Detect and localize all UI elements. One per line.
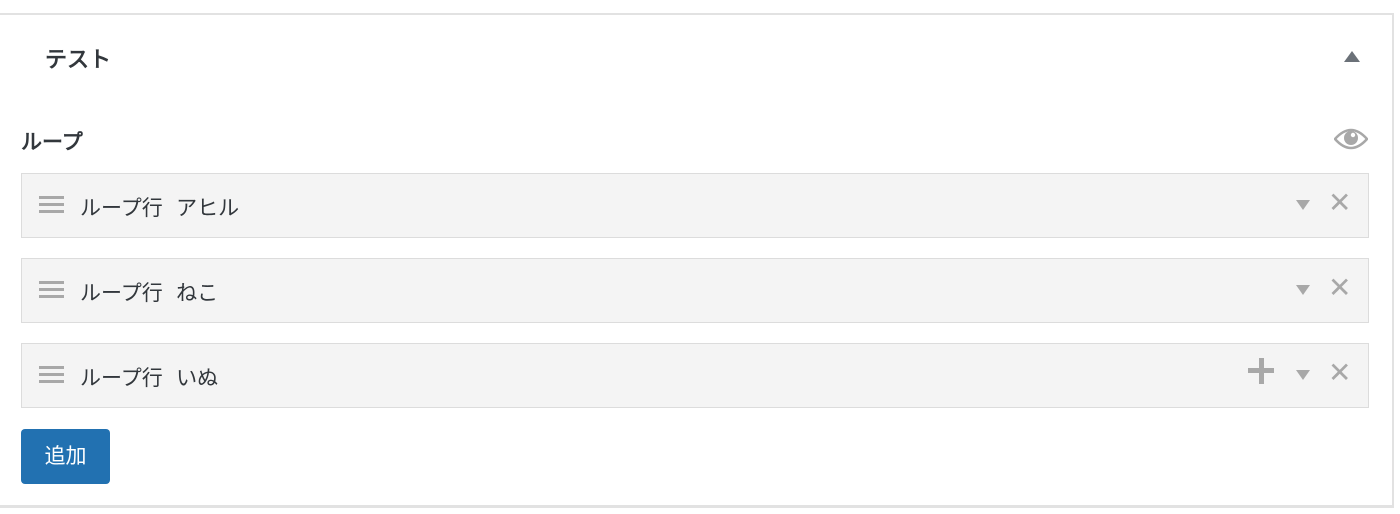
drag-handle-icon[interactable]	[39, 366, 64, 387]
remove-row-icon[interactable]: ✕	[1328, 356, 1352, 389]
expand-caret-icon[interactable]	[1296, 200, 1310, 210]
loop-row: ループ行 アヒル ✕	[21, 173, 1369, 238]
remove-row-icon[interactable]: ✕	[1328, 186, 1352, 219]
eye-icon[interactable]	[1334, 127, 1368, 151]
field-label: ループ	[21, 130, 83, 154]
remove-row-icon[interactable]: ✕	[1328, 271, 1352, 304]
loop-row: ループ行 ねこ ✕	[21, 258, 1369, 323]
add-row-plus-icon[interactable]	[1248, 358, 1274, 384]
expand-caret-icon[interactable]	[1296, 370, 1310, 380]
collapse-triangle-icon[interactable]	[1344, 51, 1360, 62]
drag-handle-icon[interactable]	[39, 196, 64, 217]
row-label[interactable]: ループ行 ねこ	[80, 281, 219, 305]
row-label[interactable]: ループ行 アヒル	[80, 196, 240, 220]
add-button[interactable]: 追加	[21, 429, 110, 484]
row-label[interactable]: ループ行 いぬ	[80, 366, 219, 390]
section-title: テスト	[45, 48, 112, 73]
drag-handle-icon[interactable]	[39, 281, 64, 302]
loop-row: ループ行 いぬ ✕	[21, 343, 1369, 408]
expand-caret-icon[interactable]	[1296, 285, 1310, 295]
